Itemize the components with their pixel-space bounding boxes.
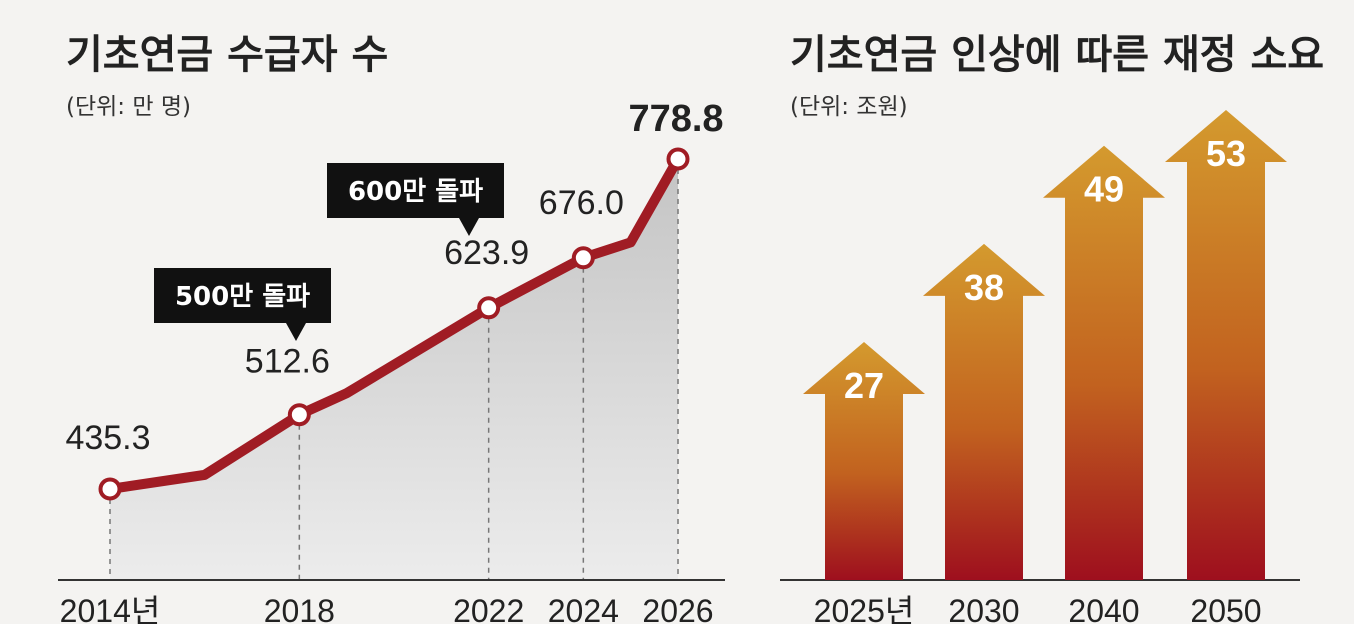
bar-chart-unit: (단위: 조원) — [790, 94, 908, 120]
callout-pointer — [286, 323, 306, 341]
category-label-1: 2030 — [948, 593, 1019, 624]
callout-text: 500만 돌파 — [175, 282, 310, 312]
bar-chart-title: 기초연금 인상에 따른 재정 소요 — [790, 32, 1324, 78]
x-tick-2022: 2022 — [453, 593, 524, 624]
arrow-bar-2 — [1043, 145, 1165, 580]
value-label-2014: 435.3 — [65, 419, 150, 457]
arrow-value-3: 53 — [1206, 133, 1246, 174]
value-label-2022: 623.9 — [444, 234, 529, 272]
point-marker-2026 — [666, 147, 690, 171]
arrow-bar-0 — [803, 342, 925, 580]
value-label-2024: 676.0 — [539, 184, 624, 222]
arrow-value-2: 49 — [1084, 169, 1124, 210]
x-tick-2018: 2018 — [264, 593, 335, 624]
line-chart-title: 기초연금 수급자 수 — [66, 32, 388, 78]
x-tick-2026: 2026 — [642, 593, 713, 624]
category-label-0: 2025년 — [814, 593, 915, 624]
point-marker-2014 — [98, 477, 122, 501]
value-label-2018: 512.6 — [245, 343, 330, 381]
category-label-2: 2040 — [1068, 593, 1139, 624]
series-line — [105, 154, 683, 494]
arrow-value-0: 27 — [844, 365, 884, 406]
arrow-bar-1 — [923, 243, 1045, 580]
value-label-2026: 778.8 — [628, 98, 723, 140]
x-tick-2014: 2014년 — [60, 593, 161, 624]
arrow-value-1: 38 — [964, 267, 1004, 308]
callout-box — [154, 268, 331, 323]
arrow-bar-3 — [1165, 110, 1287, 580]
point-marker-2024 — [571, 246, 595, 270]
callout-2022: 600만 돌파 — [327, 163, 504, 236]
point-marker-2022 — [477, 296, 501, 320]
callout-pointer — [459, 218, 479, 236]
callout-text: 600만 돌파 — [348, 177, 483, 207]
bar-chart: 27 2025년 38 2030 49 2040 53 2050 — [780, 110, 1300, 624]
line-chart-unit: (단위: 만 명) — [66, 94, 191, 120]
callout-2018: 500만 돌파 — [154, 268, 331, 341]
line-chart: 435.3 512.6 623.9 676.0 778.8 2014년 2018 2022 20… — [58, 98, 725, 624]
callout-box — [327, 163, 504, 218]
category-label-3: 2050 — [1190, 593, 1261, 624]
point-marker-2018 — [287, 403, 311, 427]
x-tick-2024: 2024 — [548, 593, 619, 624]
